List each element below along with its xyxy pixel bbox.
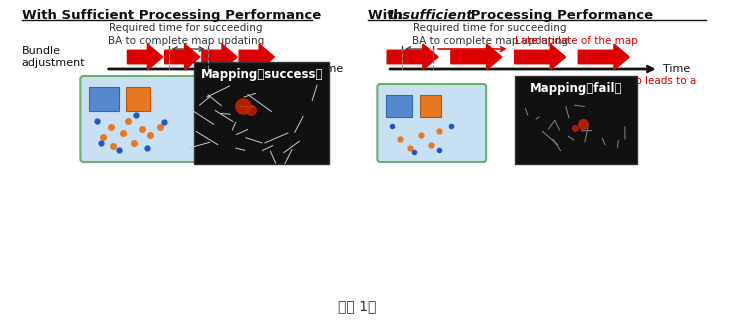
Bar (89, 87, 119, 111)
Text: Required time for succeeding
BA to complete map updating: Required time for succeeding BA to compl… (412, 23, 568, 46)
Polygon shape (451, 44, 502, 70)
Bar (515, 76, 637, 164)
Text: Incomplete map leads to a
tracking failure: Incomplete map leads to a tracking failu… (557, 76, 696, 99)
Bar (194, 62, 330, 164)
Polygon shape (165, 44, 200, 70)
Text: Mapping（fail）: Mapping（fail） (529, 82, 622, 95)
Polygon shape (239, 44, 274, 70)
FancyBboxPatch shape (378, 84, 486, 162)
Bar (126, 87, 150, 111)
Polygon shape (387, 44, 438, 70)
Bar (419, 95, 441, 117)
Text: Insufficient: Insufficient (389, 9, 474, 22)
Text: Bundle
adjustment: Bundle adjustment (22, 46, 85, 68)
Bar (386, 95, 412, 117)
Text: Time: Time (663, 64, 690, 74)
Text: Required time for succeeding
BA to complete map updating: Required time for succeeding BA to compl… (108, 23, 265, 46)
Text: Processing Performance: Processing Performance (466, 9, 652, 22)
Text: Mapping（success）: Mapping（success） (200, 68, 323, 81)
Text: （图 1）: （图 1） (338, 299, 376, 313)
Text: Late update of the map: Late update of the map (515, 36, 637, 46)
Polygon shape (128, 44, 163, 70)
FancyBboxPatch shape (80, 76, 202, 162)
Text: With: With (367, 9, 407, 22)
Polygon shape (202, 44, 237, 70)
Text: Time: Time (316, 64, 343, 74)
Polygon shape (578, 44, 629, 70)
Text: With Sufficient Processing Performance: With Sufficient Processing Performance (22, 9, 321, 22)
Polygon shape (515, 44, 566, 70)
